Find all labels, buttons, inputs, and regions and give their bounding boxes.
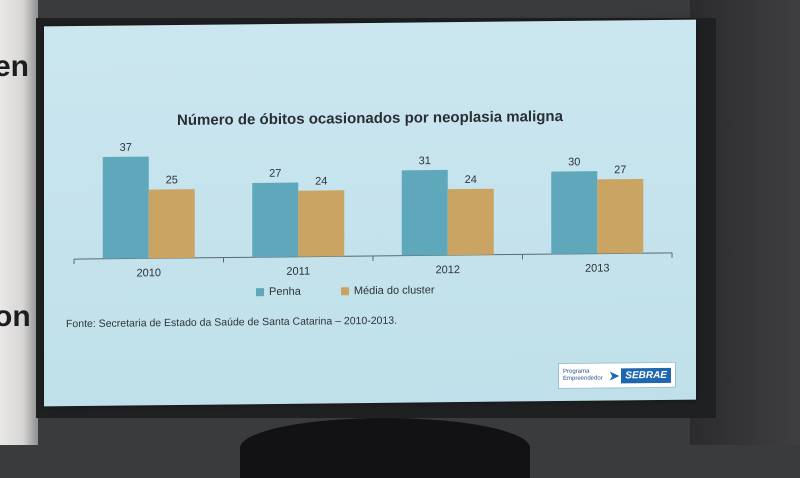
data-label: 37 [120,142,132,154]
audience-silhouette [240,418,530,478]
chart-legend: Penha Média do cluster [256,284,435,298]
slide: Número de óbitos ocasionados por neoplas… [44,19,696,407]
legend-label-penha: Penha [269,285,301,299]
data-label: 30 [568,156,580,168]
room-wall-left: en on [0,0,38,445]
legend-item-media: Média do cluster [340,284,435,298]
arrow-icon: ➤ [608,366,621,384]
legend-swatch-penha [256,288,264,297]
x-tick-label: 2012 [436,264,460,276]
data-label: 27 [614,164,626,176]
background-text-bottom: on [0,300,31,333]
data-label: 24 [315,175,327,187]
bar-penha [551,171,598,255]
sponsor-logo: Programa Empreendedor ➤ SEBRAE [558,361,676,390]
bar-penha [252,182,299,258]
data-label: 24 [465,174,477,186]
legend-swatch-media [340,287,349,296]
bar-penha [401,169,448,256]
bar-penha [102,156,149,259]
program-logo-text: Programa Empreendedor [563,368,603,382]
data-label: 31 [419,155,431,167]
chart: Número de óbitos ocasionados por neoplas… [73,108,673,279]
bar-media [298,190,345,257]
data-label: 25 [166,174,178,186]
legend-label-media: Média do cluster [353,284,435,298]
x-tick-label: 2010 [137,267,161,279]
chart-title: Número de óbitos ocasionados por neoplas… [177,108,564,129]
brand-logo: SEBRAE [621,367,671,383]
x-tick-label: 2013 [585,262,609,274]
legend-item-penha: Penha [256,286,301,298]
bar-media [597,178,644,254]
bar-media [447,188,494,256]
bar-media [148,189,195,259]
background-text-top: en [0,50,30,83]
data-label: 27 [269,168,281,180]
x-tick-label: 2011 [286,266,310,278]
